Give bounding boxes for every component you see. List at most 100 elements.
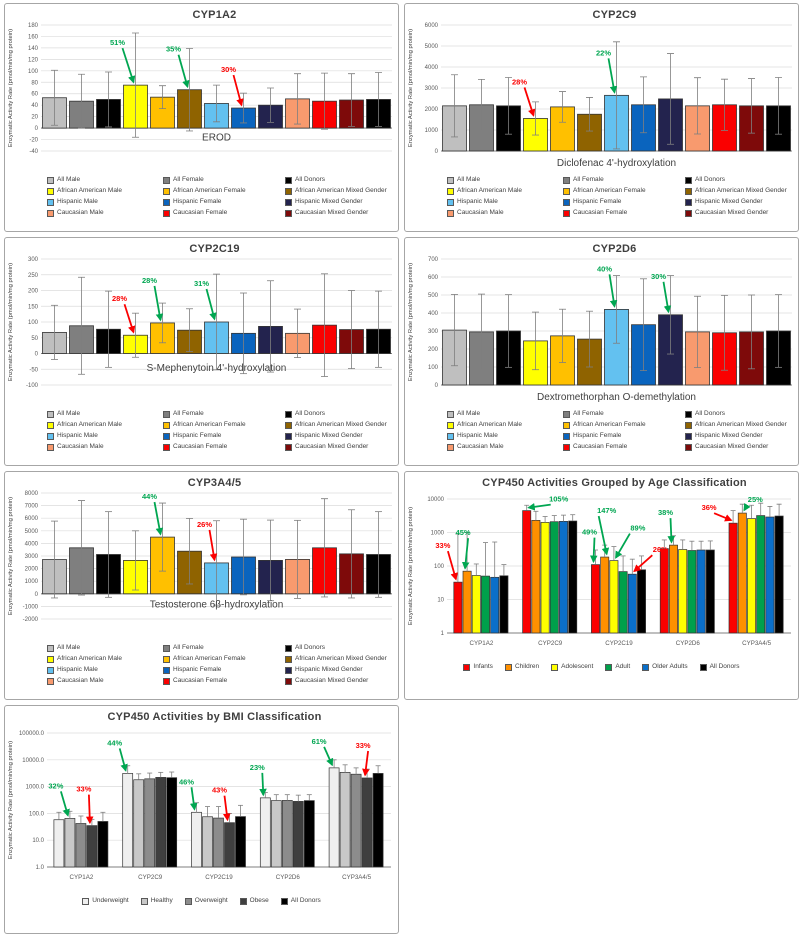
legend-item-hispanic-female: Hispanic Female [163, 431, 285, 441]
legend-label: Children [514, 663, 540, 670]
legend-label: All Female [573, 176, 604, 183]
chart-legend-cyp3a45: All Male All Female All Donors African Amer… [5, 641, 398, 686]
x-category-label: CYP2D6 [276, 874, 301, 881]
legend-item-hispanic-mixed-gender: Hispanic Mixed Gender [285, 431, 398, 441]
bar-adult [549, 521, 559, 634]
annotation-label: 61% [312, 737, 327, 746]
bar-healthy [133, 779, 145, 868]
y-tick-label: 10000.0 [22, 758, 44, 764]
legend-item-caucasian-mixed-gender: Caucasian Mixed Gender [285, 676, 398, 686]
y-tick-label: 300 [28, 257, 39, 263]
legend-swatch [447, 187, 454, 195]
legend-label: Caucasian Mixed Gender [295, 443, 369, 450]
legend-swatch [47, 421, 54, 429]
y-tick-label: 2000 [425, 107, 439, 113]
bar-healthy [339, 772, 351, 868]
bar-adolescent [471, 575, 481, 634]
y-axis-label: Enzymatic Activity Rate (pmol/min/mg pro… [8, 29, 14, 147]
y-tick-label: -50 [29, 367, 38, 373]
legend-item-caucasian-female: Caucasian Female [163, 442, 285, 452]
chart-canvas-cyp3a45: -2000 -1000 0 1000 2000 3000 4000 5000 6000 7000 8… [8, 491, 392, 623]
legend-label: All Male [457, 410, 481, 417]
legend-item-african-american-mixed-gender: African American Mixed Gender [285, 654, 398, 664]
legend-swatch [163, 677, 170, 685]
chart-subtitle: Diclofenac 4'-hydroxylation [557, 158, 676, 169]
y-tick-label: 6000 [25, 516, 39, 522]
bar-children [600, 556, 610, 634]
legend-item-african-american-male: African American Male [47, 420, 163, 430]
panel-cyp2c19: CYP2C19 -100 -50 0 50 100 150 200 250 300 Enzymat… [4, 237, 399, 466]
legend-item-hispanic-male: Hispanic Male [47, 431, 163, 441]
annotation-label: 30% [651, 272, 666, 281]
annotation-label: 46% [179, 777, 194, 786]
bar-children [669, 544, 678, 634]
legend-item-hispanic-male: Hispanic Male [47, 197, 163, 207]
legend-swatch [239, 897, 247, 905]
annotation-label: 22% [596, 48, 611, 57]
legend-item-hispanic-female: Hispanic Female [563, 197, 685, 207]
annotation-arrow [662, 281, 672, 314]
chart-canvas-bmi: 100000.0 10000.0 1000.0 100.0 10.0 1.0 Enzymat… [8, 731, 391, 881]
annotation-arrow [615, 533, 631, 559]
annotation-label: 25% [748, 495, 763, 504]
y-tick-label: 100 [28, 320, 39, 326]
y-tick-label: 20 [31, 115, 38, 121]
legend-swatch [184, 897, 192, 905]
annotation-arrow [447, 550, 458, 581]
chart-legend-cyp2d6: All Male All Female All Donors African Amer… [405, 407, 798, 452]
legend-label: Obese [249, 897, 269, 904]
legend-item-overweight: Overweight [184, 896, 228, 906]
legend-label: Hispanic Male [57, 198, 98, 205]
bar-older-adults [490, 576, 500, 634]
legend-swatch [285, 443, 292, 451]
y-tick-label: -100 [26, 383, 39, 389]
annotation-arrow [121, 47, 136, 84]
chart-subtitle: S-Mephenytoin 4'-hydroxylation [147, 363, 287, 374]
bar-obese [292, 801, 304, 868]
bar-older-adults [559, 521, 568, 634]
legend-swatch [47, 209, 54, 217]
bar-obese [155, 777, 167, 868]
panel-cyp2d6: CYP2D6 0 100 200 300 400 500 600 700 Enzymatic A… [404, 237, 799, 466]
y-tick-label: -40 [29, 149, 38, 155]
annotation-arrow [589, 537, 598, 564]
legend-item-caucasian-female: Caucasian Female [563, 442, 685, 452]
legend-label: All Donors [295, 410, 325, 417]
legend-swatch [47, 176, 54, 184]
y-tick-label: 300 [428, 329, 439, 335]
legend-swatch [140, 897, 148, 905]
y-tick-label: 100 [434, 564, 445, 570]
annotation-label: 28% [512, 77, 527, 86]
legend-swatch [447, 209, 454, 217]
annotation-arrow [118, 748, 128, 772]
bar-adult [481, 575, 490, 634]
legend-swatch [685, 198, 692, 206]
annotation-arrow [667, 518, 676, 544]
annotation-arrow [713, 512, 733, 522]
legend-swatch [47, 432, 54, 440]
legend-label: Hispanic Female [573, 432, 622, 439]
legend-swatch [685, 187, 692, 195]
legend-label: African American Female [173, 187, 246, 194]
chart-canvas-cyp2c9: 0 1000 2000 3000 4000 5000 6000 Enzymatic Activ… [408, 23, 792, 169]
y-tick-label: 160 [28, 34, 39, 40]
annotation-arrow [232, 74, 244, 107]
legend-swatch [163, 443, 170, 451]
legend-item-african-american-female: African American Female [163, 654, 285, 664]
chart-canvas-age: 10000 1000 100 10 1 Enzymatic Activity Rate (… [408, 495, 791, 647]
y-tick-label: -1000 [23, 604, 39, 610]
y-axis-label: Enzymatic Activity Rate (pmol/min/mg pro… [408, 263, 414, 381]
legend-swatch [685, 421, 692, 429]
legend-swatch [285, 677, 292, 685]
legend-swatch [685, 209, 692, 217]
legend-item-caucasian-female: Caucasian Female [163, 676, 285, 686]
legend-label: Adult [615, 663, 631, 670]
bar-children [531, 520, 541, 634]
y-axis-label: Enzymatic Activity Rate (pmol/min/mg pro… [8, 263, 14, 381]
annotation-label: 51% [110, 38, 125, 47]
legend-item-african-american-mixed-gender: African American Mixed Gender [285, 420, 398, 430]
legend-label: African American Mixed Gender [295, 187, 387, 194]
bar-older-adults [696, 549, 706, 634]
bar-all-donors [705, 549, 715, 634]
